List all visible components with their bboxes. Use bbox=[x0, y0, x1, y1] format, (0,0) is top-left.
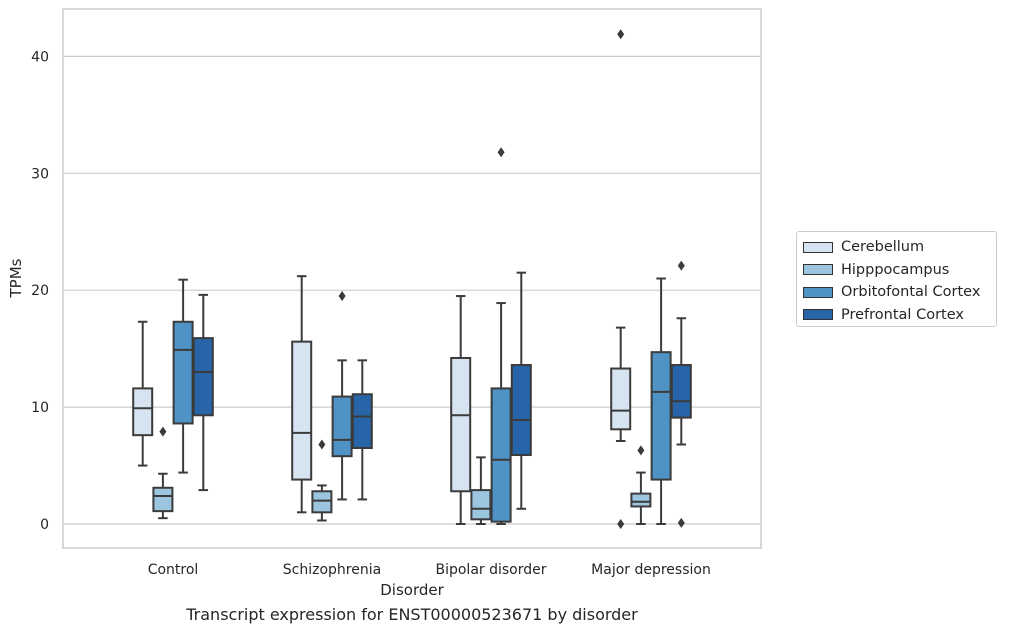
box bbox=[351, 359, 373, 501]
iqr-box bbox=[331, 395, 353, 458]
outlier-point bbox=[318, 439, 326, 450]
iqr-box bbox=[670, 364, 692, 419]
x-tick-label: Bipolar disorder bbox=[435, 562, 546, 578]
legend-swatch bbox=[803, 264, 833, 276]
chart-caption: Transcript expression for ENST0000052367… bbox=[186, 605, 638, 624]
legend-swatch bbox=[803, 286, 833, 298]
box bbox=[510, 271, 532, 510]
legend-item-cerebellum: Cerebellum bbox=[803, 236, 996, 259]
box bbox=[470, 456, 492, 525]
plot-frame bbox=[62, 8, 762, 549]
legend-label: Prefrontal Cortex bbox=[841, 306, 964, 323]
box bbox=[650, 277, 672, 525]
legend-item-hippocampus: Hipppocampus bbox=[803, 259, 996, 282]
outlier-point bbox=[497, 147, 505, 158]
outlier-point bbox=[617, 519, 625, 529]
y-axis-label: TPMs bbox=[7, 258, 25, 298]
box bbox=[152, 426, 174, 520]
iqr-box bbox=[650, 351, 672, 481]
x-tick-labels: Control Schizophrenia Bipolar disorder Majo… bbox=[148, 562, 711, 578]
legend-item-prefrontal-cortex: Prefrontal Cortex bbox=[803, 304, 996, 327]
box bbox=[192, 293, 214, 492]
outlier-point bbox=[677, 260, 685, 271]
iqr-box bbox=[490, 387, 512, 523]
series-hipppocampus bbox=[152, 426, 652, 525]
iqr-box bbox=[192, 337, 214, 417]
series-orbitofontal-cortex bbox=[172, 147, 672, 525]
box bbox=[670, 260, 692, 528]
legend-label: Hipppocampus bbox=[841, 261, 950, 278]
legend-swatch bbox=[803, 241, 833, 253]
box bbox=[610, 29, 632, 529]
outlier-point bbox=[677, 517, 685, 528]
box bbox=[311, 439, 333, 522]
legend-item-orbitofrontal-cortex: Orbitofontal Cortex bbox=[803, 281, 996, 304]
y-tick-label: 30 bbox=[31, 166, 49, 182]
x-tick-label: Major depression bbox=[591, 562, 711, 578]
iqr-box bbox=[351, 393, 373, 450]
y-tick-labels: 0 10 20 30 40 bbox=[31, 49, 49, 533]
iqr-box bbox=[291, 340, 313, 481]
x-tick-label: Control bbox=[148, 562, 199, 578]
legend: Cerebellum Hipppocampus Orbitofontal Cor… bbox=[796, 231, 997, 327]
x-axis-label: Disorder bbox=[380, 581, 444, 599]
outlier-point bbox=[159, 426, 167, 437]
legend-swatch bbox=[803, 309, 833, 321]
iqr-box bbox=[311, 490, 333, 514]
y-tick-label: 20 bbox=[31, 283, 49, 299]
box bbox=[291, 275, 313, 514]
outlier-point bbox=[338, 291, 346, 302]
iqr-box bbox=[510, 364, 532, 457]
legend-label: Cerebellum bbox=[841, 239, 925, 256]
y-tick-label: 10 bbox=[31, 400, 49, 416]
box bbox=[172, 278, 194, 474]
iqr-box bbox=[172, 320, 194, 425]
box bbox=[630, 445, 652, 525]
outlier-point bbox=[637, 445, 645, 456]
plot-area bbox=[132, 29, 692, 529]
y-tick-label: 0 bbox=[40, 517, 49, 533]
legend-label: Orbitofontal Cortex bbox=[841, 284, 981, 301]
x-tick-label: Schizophrenia bbox=[283, 562, 381, 578]
iqr-box bbox=[470, 489, 492, 521]
iqr-box bbox=[450, 357, 472, 493]
series-prefrontal-cortex bbox=[192, 260, 692, 528]
box bbox=[490, 147, 512, 525]
box bbox=[450, 295, 472, 525]
series-cerebellum bbox=[132, 29, 632, 529]
y-tick-label: 40 bbox=[31, 49, 49, 65]
box bbox=[132, 320, 154, 467]
iqr-box bbox=[152, 486, 174, 513]
outlier-point bbox=[617, 29, 625, 40]
iqr-box bbox=[132, 387, 154, 437]
iqr-box bbox=[610, 367, 632, 431]
box bbox=[331, 291, 353, 501]
iqr-box bbox=[630, 492, 652, 508]
